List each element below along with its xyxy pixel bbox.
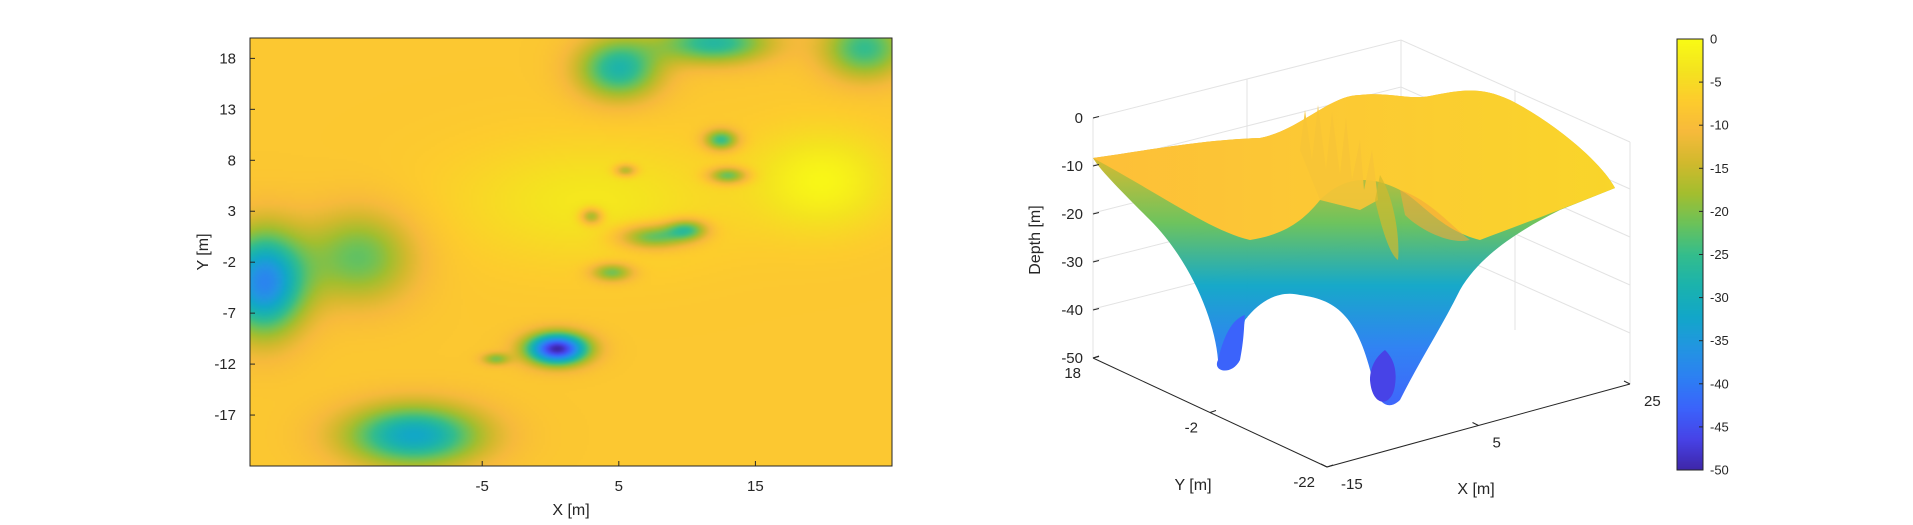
depth-map-x-tick-label: 5 bbox=[615, 478, 623, 495]
depth-map-x-tick-label: -5 bbox=[476, 478, 489, 495]
depth-map-y-tick-label: 13 bbox=[219, 101, 236, 118]
surface-z-tick-mark bbox=[1092, 260, 1100, 263]
colorbar-tick-label: -15 bbox=[1710, 161, 1729, 176]
surface-y-tick-mark bbox=[1209, 410, 1217, 413]
surface-y-tick-label: 18 bbox=[1064, 365, 1081, 382]
surface-x-tick-mark bbox=[1623, 380, 1631, 385]
depth-map-y-tick-label: 8 bbox=[228, 152, 236, 169]
depth-map-y-ticks: 18 13 8 3 -2 -7 -12 -17 bbox=[214, 50, 255, 424]
depth-map-y-tick-label: -17 bbox=[214, 407, 236, 424]
colorbar-ticks: 0 -5 -10 -15 -20 -25 -30 -35 -40 -45 -50 bbox=[1699, 32, 1729, 478]
colorbar-tick-label: -5 bbox=[1710, 75, 1722, 90]
colorbar-tick-label: -40 bbox=[1710, 376, 1729, 391]
surface-z-label: Depth [m] bbox=[1027, 205, 1044, 274]
surface-y-tick-label: -2 bbox=[1185, 420, 1198, 437]
colorbar-tick-label: -20 bbox=[1710, 204, 1729, 219]
depth-map-x-tick-label: 15 bbox=[747, 478, 764, 495]
depth-map-image-frame bbox=[250, 38, 892, 466]
surface-z-tick-label: -40 bbox=[1061, 302, 1083, 319]
colorbar-tick-label: -10 bbox=[1710, 118, 1729, 133]
surface-y-ticks: 18 -2 -22 bbox=[1064, 355, 1334, 491]
depth-surface bbox=[1093, 90, 1615, 406]
depth-map-y-tick-label: -2 bbox=[223, 254, 236, 271]
depth-map-axes-box bbox=[249, 37, 893, 467]
depth-map-y-tick-label: 3 bbox=[228, 203, 236, 220]
surface-y-tick-label: -22 bbox=[1293, 474, 1315, 491]
depth-map-y-tick-label: -7 bbox=[223, 305, 236, 322]
surface-x-tick-mark bbox=[1472, 422, 1479, 426]
surface-z-tick-label: 0 bbox=[1075, 110, 1083, 127]
depth-map-x-label: X [m] bbox=[552, 502, 589, 519]
surface-x-ticks: -15 5 25 bbox=[1320, 380, 1661, 493]
depth-map-heatmap bbox=[250, 38, 892, 466]
surface-z-tick-mark bbox=[1092, 116, 1100, 119]
surface-x-label: X [m] bbox=[1457, 481, 1494, 498]
colorbar-tick-label: -25 bbox=[1710, 247, 1729, 262]
colorbar: 0 -5 -10 -15 -20 -25 -30 -35 -40 -45 -50 bbox=[1676, 32, 1729, 478]
colorbar-gradient-frame bbox=[1677, 39, 1703, 470]
surface-x-tick-label: 5 bbox=[1493, 435, 1501, 452]
surface-z-tick-label: -50 bbox=[1061, 350, 1083, 367]
colorbar-tick-label: 0 bbox=[1710, 32, 1717, 47]
surface-x-tick-mark bbox=[1320, 463, 1328, 468]
colorbar-tick-label: -35 bbox=[1710, 333, 1729, 348]
depth-map-x-ticks: -5 5 15 bbox=[476, 461, 764, 495]
surface-z-tick-mark bbox=[1092, 164, 1100, 167]
depth-map-y-label: Y [m] bbox=[195, 233, 212, 270]
surface-z-tick-label: -20 bbox=[1061, 206, 1083, 223]
depth-map-panel: 18 13 8 3 -2 -7 -12 -17 -5 5 15 X [m] Y [m] bbox=[195, 37, 893, 519]
surface-y-label: Y [m] bbox=[1174, 477, 1211, 494]
colorbar-tick-label: -30 bbox=[1710, 290, 1729, 305]
colorbar-gradient bbox=[1677, 39, 1703, 470]
surface-x-tick-label: -15 bbox=[1341, 476, 1363, 493]
surface-x-tick-label: 25 bbox=[1644, 393, 1661, 410]
colorbar-tick-label: -45 bbox=[1710, 419, 1729, 434]
surface-y-tick-mark bbox=[1092, 355, 1100, 359]
surface-z-tick-label: -30 bbox=[1061, 254, 1083, 271]
surface-z-tick-label: -10 bbox=[1061, 158, 1083, 175]
colorbar-tick-label: -50 bbox=[1710, 463, 1729, 478]
surface-z-tick-mark bbox=[1092, 308, 1100, 311]
surface-z-tick-mark bbox=[1092, 212, 1100, 215]
depth-map-y-tick-label: -12 bbox=[214, 356, 236, 373]
depth-map-y-tick-label: 18 bbox=[219, 50, 236, 67]
